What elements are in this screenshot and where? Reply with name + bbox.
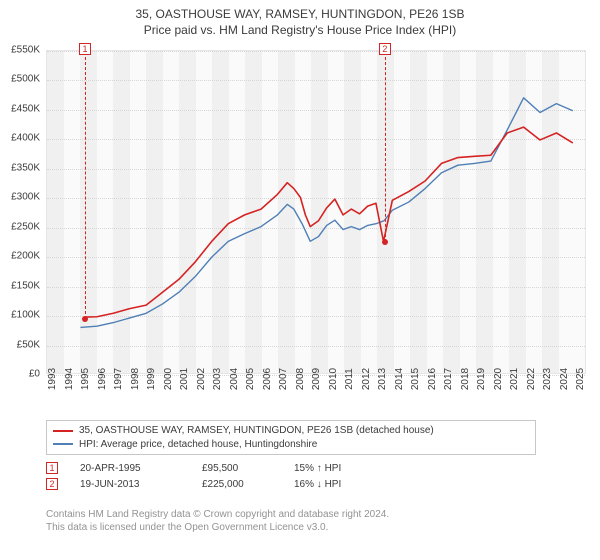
x-tick-label: 2018: [460, 368, 471, 390]
x-tick-label: 2007: [278, 368, 289, 390]
x-tick-label: 1994: [64, 368, 75, 390]
y-tick-label: £400K: [11, 133, 40, 144]
x-tick-label: 1998: [130, 368, 141, 390]
x-tick-label: 1997: [113, 368, 124, 390]
x-tick-label: 1996: [97, 368, 108, 390]
events-table: 120-APR-1995£95,50015% ↑ HPI 219-JUN-2013…: [46, 462, 384, 494]
legend: 35, OASTHOUSE WAY, RAMSEY, HUNTINGDON, P…: [46, 420, 536, 455]
x-axis-labels: 1993199419951996199719981999200020012002…: [47, 51, 585, 373]
x-tick-label: 2024: [559, 368, 570, 390]
x-tick-label: 2011: [344, 368, 355, 390]
event-row: 120-APR-1995£95,50015% ↑ HPI: [46, 462, 384, 474]
event-row: 219-JUN-2013£225,00016% ↓ HPI: [46, 478, 384, 490]
footer-line1: Contains HM Land Registry data © Crown c…: [46, 508, 389, 521]
x-tick-label: 1993: [47, 368, 58, 390]
x-tick-label: 2010: [328, 368, 339, 390]
y-tick-label: £550K: [11, 45, 40, 56]
y-axis-labels: £0£50K£100K£150K£200K£250K£300K£350K£400…: [0, 50, 44, 374]
x-tick-label: 2000: [163, 368, 174, 390]
y-tick-label: £100K: [11, 310, 40, 321]
x-tick-label: 2004: [229, 368, 240, 390]
chart-title: 35, OASTHOUSE WAY, RAMSEY, HUNTINGDON, P…: [0, 0, 600, 38]
x-tick-label: 2016: [427, 368, 438, 390]
y-tick-label: £300K: [11, 192, 40, 203]
chart: £0 £50K £100K £150K £200K £250K £300K £350K £400…: [0, 44, 600, 414]
x-tick-label: 2021: [509, 368, 520, 390]
x-tick-label: 2019: [476, 368, 487, 390]
x-tick-label: 2017: [443, 368, 454, 390]
y-tick-label: £50K: [17, 339, 40, 350]
x-tick-label: 2025: [575, 368, 586, 390]
x-tick-label: 2009: [311, 368, 322, 390]
legend-item: 35, OASTHOUSE WAY, RAMSEY, HUNTINGDON, P…: [53, 424, 529, 438]
y-tick-label: £500K: [11, 74, 40, 85]
x-tick-label: 2008: [295, 368, 306, 390]
legend-item: HPI: Average price, detached house, Hunt…: [53, 438, 529, 452]
x-tick-label: 2022: [526, 368, 537, 390]
plot-area: 12 1993199419951996199719981999200020012…: [46, 50, 586, 374]
x-tick-label: 2006: [262, 368, 273, 390]
x-tick-label: 2023: [542, 368, 553, 390]
x-tick-label: 2013: [377, 368, 388, 390]
x-tick-label: 1995: [80, 368, 91, 390]
title-line2: Price paid vs. HM Land Registry's House …: [0, 22, 600, 38]
x-tick-label: 2002: [196, 368, 207, 390]
title-line1: 35, OASTHOUSE WAY, RAMSEY, HUNTINGDON, P…: [0, 6, 600, 22]
footer-line2: This data is licensed under the Open Gov…: [46, 521, 389, 534]
x-tick-label: 2014: [394, 368, 405, 390]
y-tick-label: £250K: [11, 221, 40, 232]
x-tick-label: 2012: [361, 368, 372, 390]
x-tick-label: 2003: [212, 368, 223, 390]
y-tick-label: £150K: [11, 280, 40, 291]
footer: Contains HM Land Registry data © Crown c…: [46, 508, 389, 534]
y-tick-label: £450K: [11, 103, 40, 114]
x-tick-label: 2020: [493, 368, 504, 390]
y-tick-label: £200K: [11, 251, 40, 262]
x-tick-label: 2001: [179, 368, 190, 390]
x-tick-label: 1999: [146, 368, 157, 390]
x-tick-label: 2005: [245, 368, 256, 390]
y-tick-label: £0: [29, 369, 40, 380]
x-tick-label: 2015: [410, 368, 421, 390]
y-tick-label: £350K: [11, 162, 40, 173]
